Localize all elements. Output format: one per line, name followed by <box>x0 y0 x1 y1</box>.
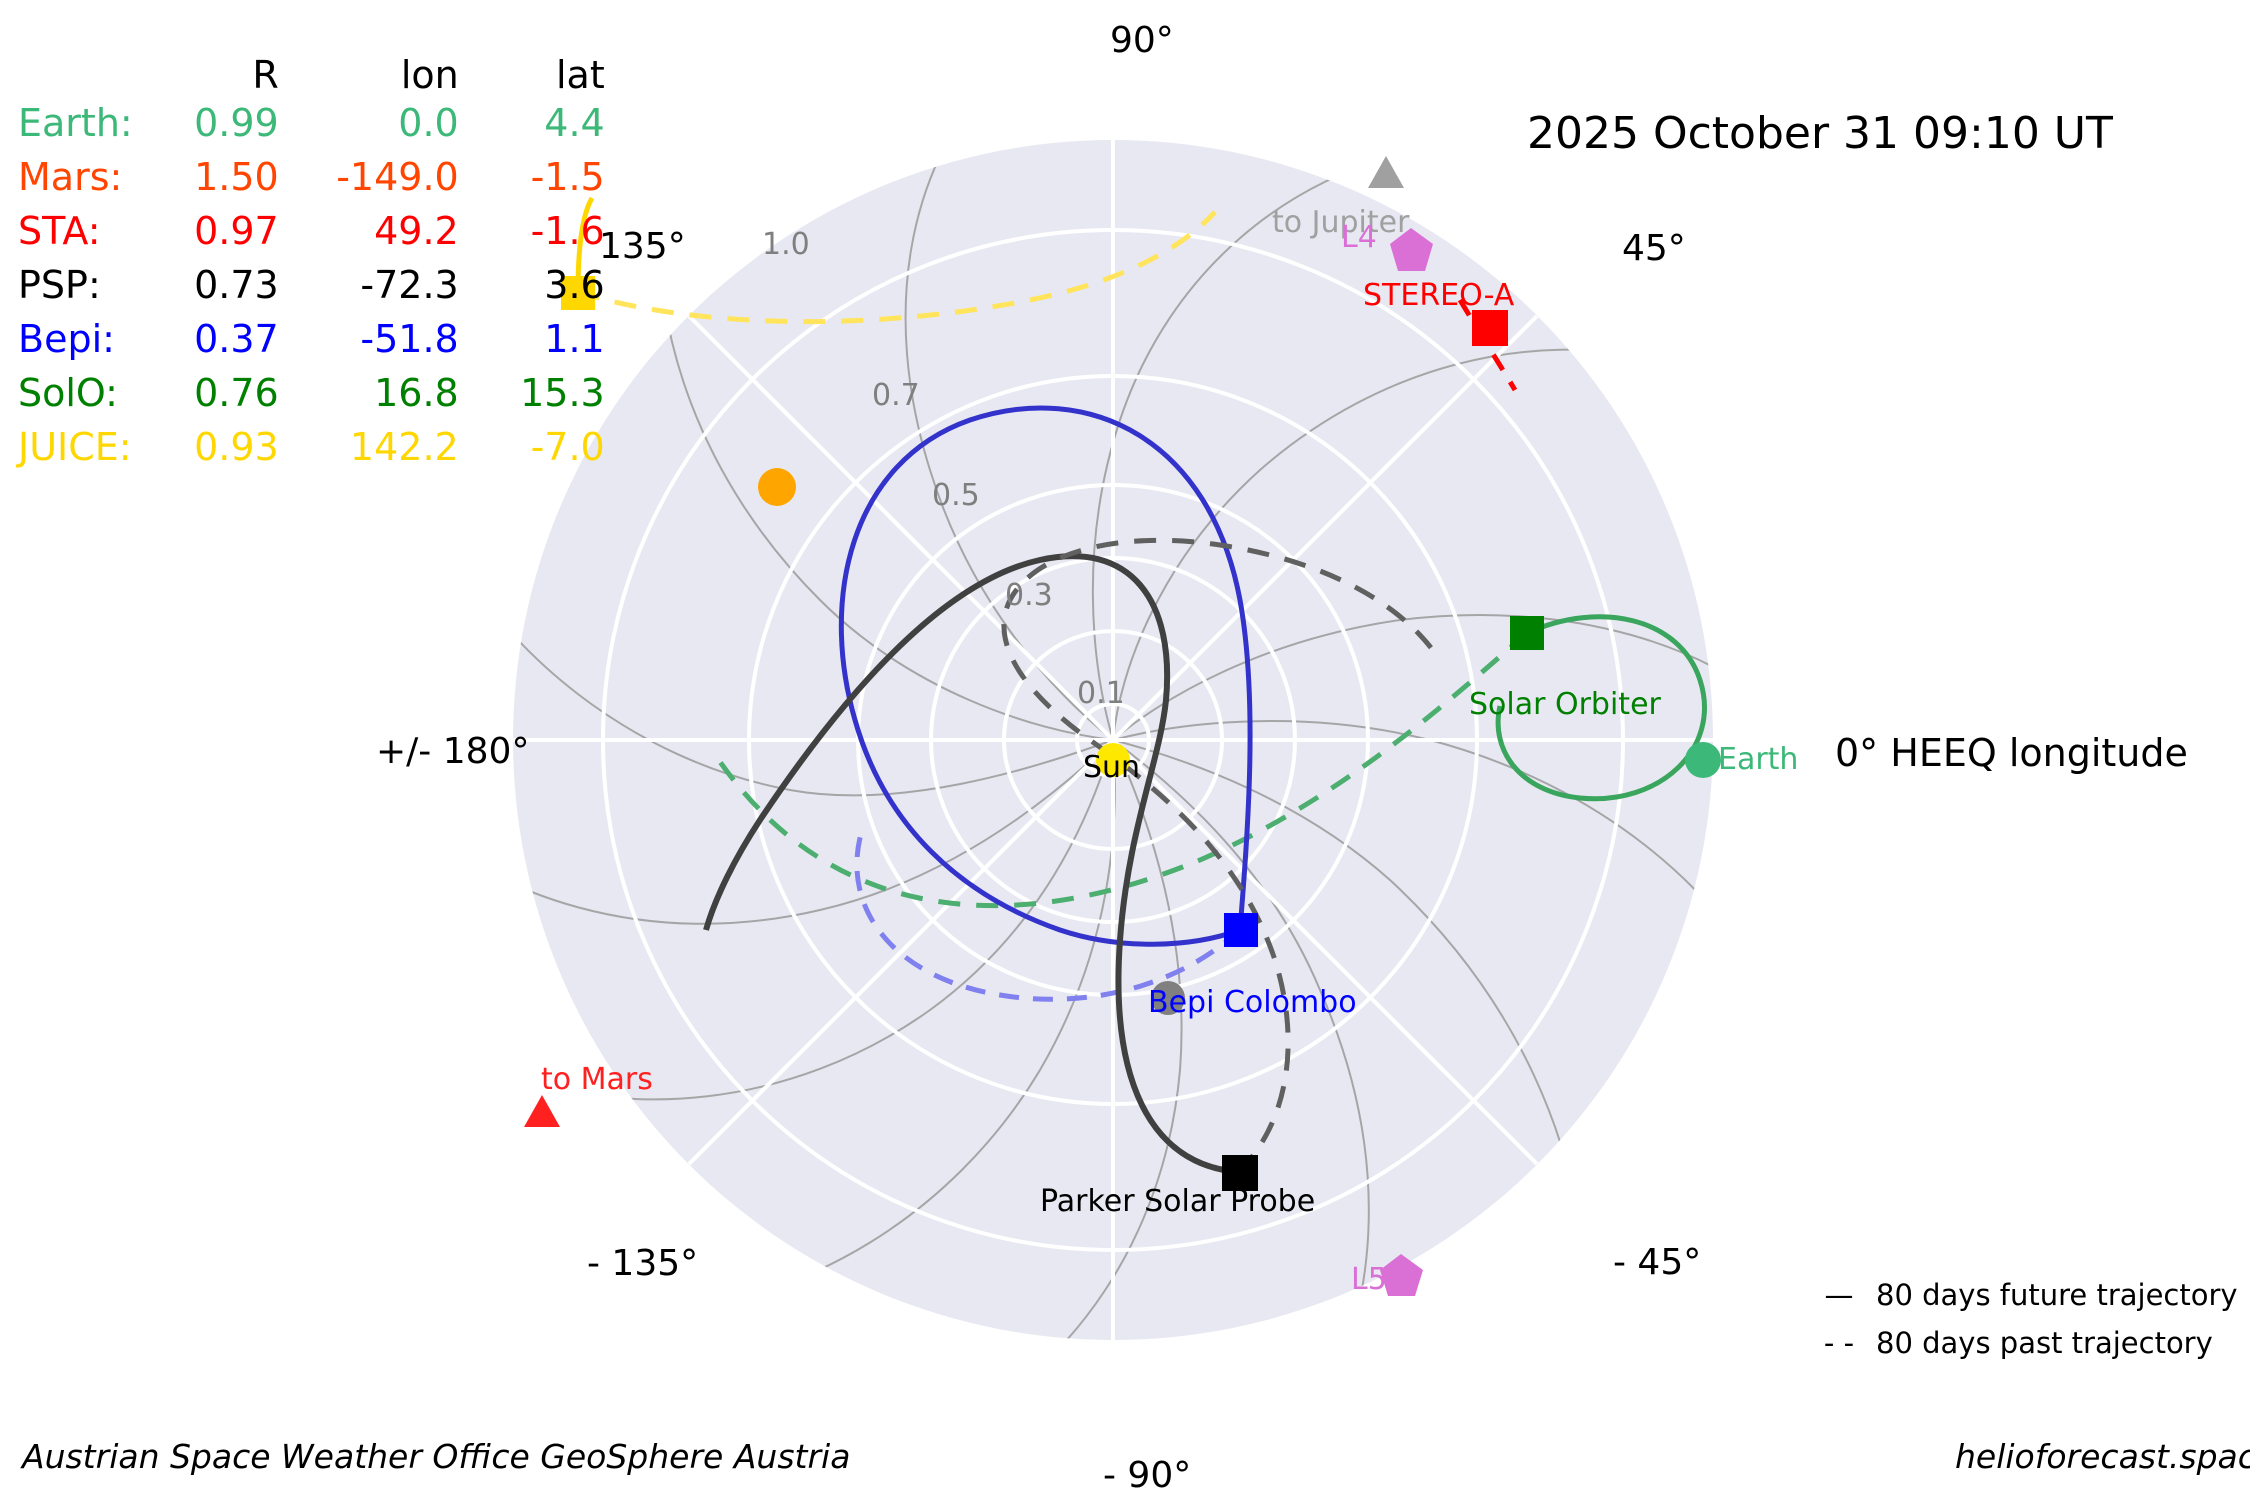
cell-lat-6: -7.0 <box>530 425 605 469</box>
cell-lon-1: -149.0 <box>336 155 459 199</box>
marker-l5[interactable] <box>1380 1254 1423 1296</box>
cell-r-1: 1.50 <box>194 155 279 199</box>
cell-name-2: STA: <box>18 209 101 253</box>
header-cell-lat: lat <box>555 53 605 97</box>
angle-label-0: 90° <box>1110 20 1174 61</box>
label-solar-orbiter: Solar Orbiter <box>1469 687 1661 722</box>
table-row: JUICE: 0.93 142.2 -7.0 <box>18 420 605 474</box>
radial-label-1: 0.7 <box>872 378 920 413</box>
marker-sun[interactable] <box>1096 743 1130 777</box>
cell-r-4: 0.37 <box>194 317 279 361</box>
cell-name-0: Earth: <box>18 101 133 145</box>
angle-label-4: - 90° <box>1103 1455 1192 1496</box>
cell-r-3: 0.73 <box>194 263 279 307</box>
legend-item-0: — 80 days future trajectory <box>1812 1278 2238 1312</box>
cell-lon-4: -51.8 <box>360 317 459 361</box>
cell-lat-4: 1.1 <box>544 317 605 361</box>
cell-lon-2: 49.2 <box>374 209 459 253</box>
cell-lon-5: 16.8 <box>374 371 459 415</box>
label-earth: Earth <box>1718 742 1799 777</box>
marker-bepi-colombo[interactable] <box>1224 913 1258 947</box>
cell-lat-0: 4.4 <box>544 101 605 145</box>
marker-venus[interactable] <box>758 468 796 506</box>
legend-line-symbol-0: — <box>1824 1278 1854 1312</box>
table-row: Mars: 1.50 -149.0 -1.5 <box>18 150 605 204</box>
trajectory-parker-solar-probe <box>703 537 1443 1175</box>
radial-label-2: 0.5 <box>932 478 980 513</box>
cell-name-6: JUICE: <box>18 425 132 469</box>
trajectory-legend: — 80 days future trajectory - - 80 days pas… <box>1812 1278 2238 1374</box>
label-stereo-a: STEREO-A <box>1363 278 1515 313</box>
table-row: Earth: 0.99 0.0 4.4 <box>18 96 605 150</box>
cell-lat-2: -1.6 <box>530 209 605 253</box>
cell-lat-1: -1.5 <box>530 155 605 199</box>
cell-r-5: 0.76 <box>194 371 279 415</box>
label-to-jupiter: to Jupiter <box>1272 205 1410 240</box>
label-to-mars: to Mars <box>541 1062 653 1097</box>
cell-lon-6: 142.2 <box>349 425 459 469</box>
table-row: PSP: 0.73 -72.3 3.6 <box>18 258 605 312</box>
angle-label-7: 135° <box>599 226 686 267</box>
cell-name-4: Bepi: <box>18 317 115 361</box>
label-bepi-colombo: Bepi Colombo <box>1148 985 1357 1020</box>
radial-label-0: 1.0 <box>762 227 810 262</box>
marker-to-mars[interactable] <box>524 1095 560 1127</box>
cell-r-0: 0.99 <box>194 101 279 145</box>
cell-lon-0: 0.0 <box>398 101 459 145</box>
marker-parker-solar-probe[interactable] <box>1222 1155 1258 1191</box>
cell-name-5: SolO: <box>18 371 118 415</box>
angle-label-5: - 135° <box>587 1243 699 1284</box>
marker-mercury[interactable] <box>1151 981 1185 1015</box>
marker-to-jupiter[interactable] <box>1368 156 1404 188</box>
page-title: 2025 October 31 09:10 UT <box>1527 108 2113 159</box>
table-row: SolO: 0.76 16.8 15.3 <box>18 366 605 420</box>
angle-label-2: 0° HEEQ longitude <box>1835 731 2188 775</box>
legend-label-1: 80 days past trajectory <box>1876 1326 2213 1360</box>
header-cell-name <box>18 48 159 96</box>
legend-label-0: 80 days future trajectory <box>1876 1278 2238 1312</box>
angle-label-1: 45° <box>1622 228 1686 269</box>
label-sun: Sun <box>1083 750 1141 785</box>
cell-lat-5: 15.3 <box>520 371 605 415</box>
table-row: STA: 0.97 49.2 -1.6 <box>18 204 605 258</box>
cell-lat-3: 3.6 <box>544 263 605 307</box>
radial-label-4: 0.1 <box>1077 676 1125 711</box>
header-cell-lon: lon <box>400 53 459 97</box>
marker-juice[interactable] <box>561 276 595 310</box>
cell-r-2: 0.97 <box>194 209 279 253</box>
marker-stereo-a[interactable] <box>1472 310 1508 346</box>
cell-lon-3: -72.3 <box>360 263 459 307</box>
cell-r-6: 0.93 <box>194 425 279 469</box>
marker-l4[interactable] <box>1390 228 1433 271</box>
table-row: Bepi: 0.37 -51.8 1.1 <box>18 312 605 366</box>
angular-gridlines <box>513 140 1713 1340</box>
trajectory-bepi-colombo <box>838 405 1253 1002</box>
marker-earth[interactable] <box>1685 742 1721 778</box>
cell-name-1: Mars: <box>18 155 123 199</box>
footer-attribution: Austrian Space Weather Office GeoSphere … <box>22 1437 851 1476</box>
label-l5: L5 <box>1351 1262 1387 1297</box>
angle-label-6: +/- 180° <box>376 731 530 772</box>
header-cell-r: R <box>252 53 279 97</box>
label-l4: L4 <box>1341 220 1377 255</box>
legend-line-symbol-1: - - <box>1823 1326 1855 1360</box>
trajectory-stereo-a <box>1457 298 1518 392</box>
angle-label-3: - 45° <box>1613 1242 1702 1283</box>
label-parker-solar-probe: Parker Solar Probe <box>1040 1184 1316 1219</box>
marker-solar-orbiter[interactable] <box>1510 616 1544 650</box>
legend-item-1: - - 80 days past trajectory <box>1812 1326 2238 1360</box>
radial-label-3: 0.3 <box>1005 578 1053 613</box>
cell-name-3: PSP: <box>18 263 101 307</box>
footer-website: helioforecast.space <box>1955 1437 2250 1476</box>
